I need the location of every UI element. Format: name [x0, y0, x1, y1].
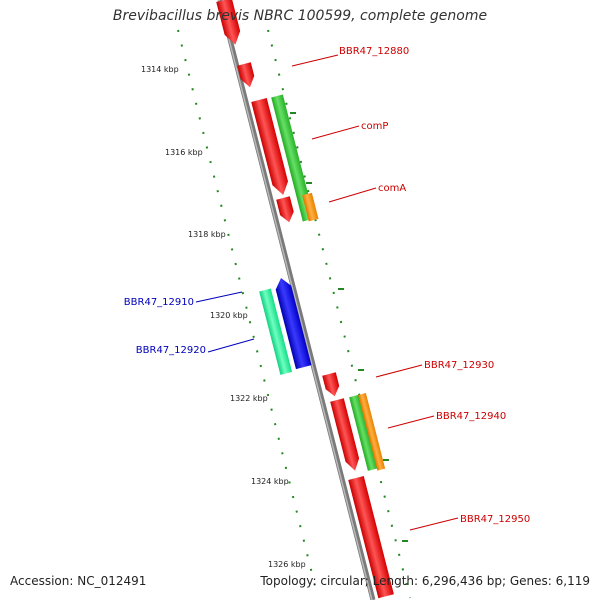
- gene-label-comp[interactable]: comP: [361, 121, 388, 132]
- gene-label-bbr47-12910[interactable]: BBR47_12910: [124, 297, 194, 308]
- accession-text: Accession: NC_012491: [10, 574, 147, 588]
- gene-arrow-bbr47-12880[interactable]: [237, 62, 256, 89]
- gene-arrow-top[interactable]: [216, 0, 243, 47]
- kbp-label: 1318 kbp: [188, 230, 226, 239]
- gene-label-bbr47-12950[interactable]: BBR47_12950: [460, 514, 530, 525]
- leader-bbr47-12880: [291, 54, 339, 67]
- leader-bbr47-12940: [387, 415, 435, 429]
- leader-bbr47-12930: [375, 364, 423, 378]
- cog-bar-bbr47-12940-orange: [358, 393, 386, 471]
- gene-label-bbr47-12940[interactable]: BBR47_12940: [436, 411, 506, 422]
- gene-label-bbr47-12920[interactable]: BBR47_12920: [136, 345, 206, 356]
- cog-bar-comp: [271, 94, 315, 222]
- gene-arrow-bbr47-12920[interactable]: [273, 276, 312, 370]
- leader-bbr47-12910: [195, 291, 243, 303]
- map-title: Brevibacillus brevis NBRC 100599, comple…: [112, 8, 488, 24]
- gene-label-bbr47-12930[interactable]: BBR47_12930: [424, 360, 494, 371]
- kbp-label: 1326 kbp: [268, 560, 306, 569]
- leader-comp: [311, 125, 360, 140]
- leader-bbr47-12950: [409, 517, 459, 531]
- kbp-label: 1316 kbp: [165, 148, 203, 157]
- genome-backbone-highlight: [218, 0, 373, 600]
- gene-arrow-bbr47-12940[interactable]: [330, 398, 362, 472]
- gene-label-coma[interactable]: comA: [378, 183, 406, 194]
- gene-arrow-coma[interactable]: [276, 196, 296, 224]
- kbp-label: 1314 kbp: [141, 65, 179, 74]
- gene-arrow-bbr47-12950[interactable]: [348, 476, 394, 599]
- gene-label-bbr47-12880[interactable]: BBR47_12880: [339, 46, 409, 57]
- kbp-label: 1324 kbp: [251, 477, 289, 486]
- gene-arrow-comp[interactable]: [251, 98, 291, 197]
- kbp-label: 1320 kbp: [210, 311, 248, 320]
- genome-summary-text: Topology: circular; Length: 6,296,436 bp…: [260, 574, 590, 588]
- genome-backbone: [217, 0, 376, 600]
- kbp-label: 1322 kbp: [230, 394, 268, 403]
- cog-bar-bbr47-12910: [259, 288, 293, 375]
- leader-bbr47-12920: [207, 338, 255, 353]
- gene-arrow-bbr47-12930[interactable]: [322, 372, 341, 398]
- leader-coma: [328, 187, 377, 203]
- cog-bar-coma: [302, 192, 319, 222]
- cog-bar-bbr47-12940-green: [349, 394, 378, 471]
